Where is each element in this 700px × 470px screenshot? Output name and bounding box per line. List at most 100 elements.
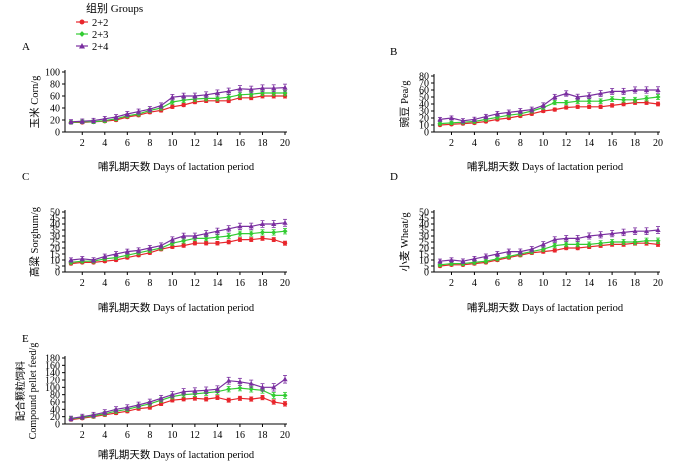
x-tick-label: 4 [102, 278, 107, 289]
series-2-4 [68, 218, 288, 263]
data-point [102, 116, 108, 121]
x-tick-label: 20 [280, 278, 290, 289]
data-point [158, 102, 164, 108]
data-point [79, 413, 85, 419]
data-point [237, 379, 243, 384]
data-point [169, 94, 175, 100]
y-tick-label: 40 [419, 220, 429, 231]
data-point [506, 109, 512, 115]
data-point [282, 392, 288, 398]
series-line-2-4 [70, 378, 286, 420]
x-tick-label: 8 [518, 138, 523, 149]
data-point [271, 221, 277, 226]
data-point [214, 234, 220, 240]
x-tick-label: 6 [495, 278, 500, 289]
data-point [586, 104, 592, 110]
x-tick-label: 2 [80, 430, 85, 441]
x-tick-label: 8 [147, 138, 152, 149]
data-point [203, 396, 209, 402]
x-axis-label: 哺乳期天数 Days of lactation period [98, 448, 255, 461]
data-point [124, 248, 130, 254]
x-tick-label: 16 [607, 138, 617, 149]
series-2-4 [68, 83, 288, 125]
x-tick-label: 18 [630, 278, 640, 289]
data-point [598, 104, 603, 110]
x-tick-label: 4 [102, 138, 107, 149]
legend-entry-2: 2+3 [76, 30, 108, 41]
data-point [598, 232, 604, 237]
data-point [517, 248, 523, 254]
data-point [181, 396, 186, 402]
data-point [643, 95, 650, 101]
data-point [506, 248, 512, 254]
data-point [158, 242, 164, 248]
data-point [90, 257, 97, 262]
data-point [460, 258, 466, 264]
data-point [181, 243, 186, 248]
y-tick-label: 40 [50, 104, 60, 115]
data-point [494, 251, 500, 256]
y-tick-label: 15 [50, 250, 60, 261]
y-tick-label: 35 [419, 226, 429, 237]
data-point [203, 387, 209, 393]
data-point [135, 247, 142, 253]
panel-letter: A [22, 41, 30, 53]
y-tick-label: 50 [419, 93, 429, 104]
legend-entry-1: 2+2 [76, 18, 108, 29]
y-tick-label: 70 [419, 79, 429, 90]
data-point [437, 258, 443, 264]
x-tick-label: 14 [212, 138, 222, 149]
x-tick-label: 14 [212, 278, 222, 289]
legend-label-2-4: 2+4 [92, 42, 109, 53]
data-point [113, 114, 119, 119]
data-point [655, 87, 661, 92]
x-axis-label: 哺乳期天数 Days of lactation period [467, 160, 624, 173]
data-point [471, 116, 478, 122]
data-point [226, 226, 232, 231]
data-point [102, 409, 108, 415]
y-tick-label: 35 [50, 226, 60, 237]
y-tick-label: 40 [50, 405, 60, 416]
x-tick-label: 14 [584, 278, 594, 289]
data-point [552, 94, 558, 99]
series-2-2 [68, 236, 288, 266]
data-point [282, 241, 288, 246]
y-tick-label: 30 [50, 232, 60, 243]
x-tick-label: 6 [125, 278, 130, 289]
series-2-4 [68, 375, 288, 422]
y-tick-label: 100 [45, 68, 60, 79]
data-point [237, 385, 243, 391]
x-tick-label: 12 [190, 278, 200, 289]
y-tick-label: 0 [424, 128, 429, 139]
data-point [586, 233, 592, 238]
x-tick-label: 8 [147, 278, 152, 289]
x-axis-label: 哺乳期天数 Days of lactation period [98, 301, 255, 314]
data-point [248, 231, 254, 237]
y-tick-label: 5 [55, 262, 60, 273]
data-point [214, 90, 221, 95]
x-tick-label: 4 [472, 138, 477, 149]
data-point [655, 101, 661, 107]
data-point [237, 396, 243, 401]
data-point [237, 95, 243, 101]
data-point [124, 111, 130, 116]
data-point [563, 90, 569, 96]
data-point [181, 102, 186, 108]
data-point [215, 395, 220, 400]
data-point [643, 228, 650, 234]
data-point [564, 105, 569, 110]
data-point [192, 388, 198, 393]
series-2-2 [437, 240, 661, 269]
data-point [540, 102, 546, 108]
x-tick-label: 4 [102, 430, 107, 441]
x-tick-label: 14 [212, 430, 222, 441]
data-point [113, 406, 119, 412]
y-tick-label: 40 [50, 220, 60, 231]
data-point [259, 229, 266, 235]
data-point [68, 415, 74, 421]
y-tick-label: 10 [419, 256, 429, 267]
data-point [113, 251, 119, 256]
y-tick-label: 50 [50, 208, 60, 219]
